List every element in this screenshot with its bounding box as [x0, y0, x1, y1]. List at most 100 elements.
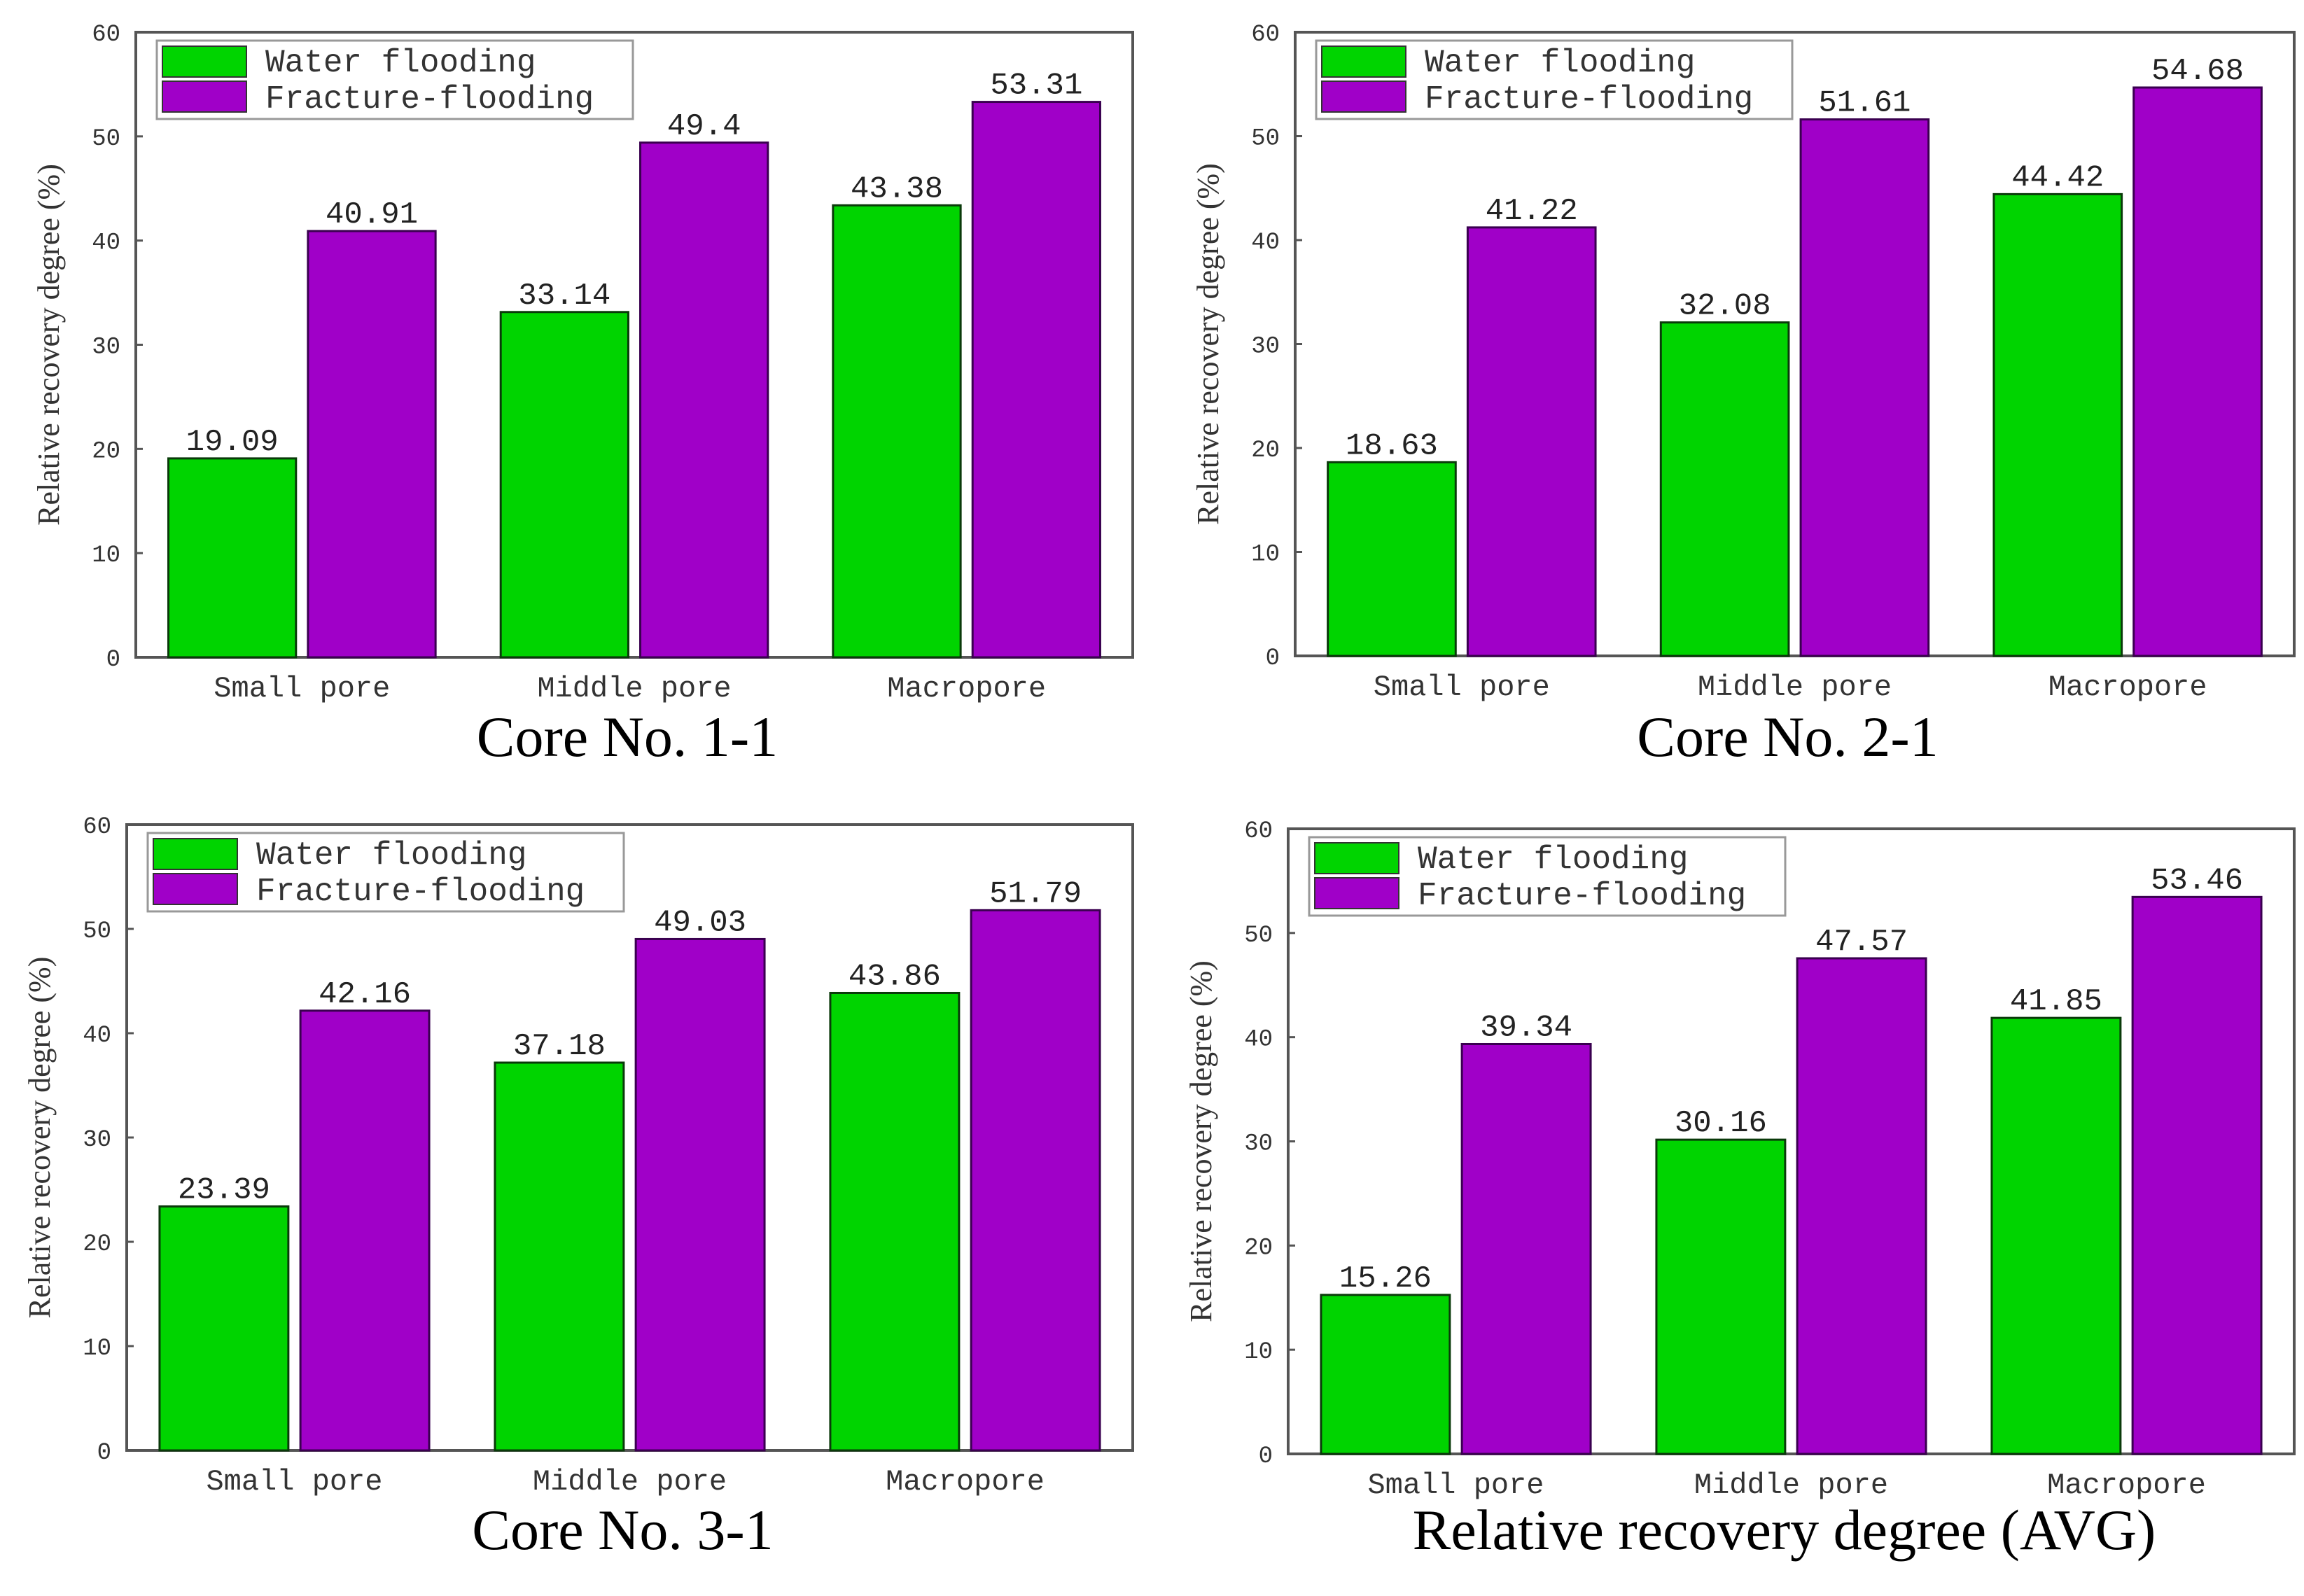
fracture-flooding-bar — [639, 141, 769, 659]
legend-label: Water flooding — [256, 837, 526, 874]
y-tick-label: 50 — [1244, 923, 1273, 949]
water-flooding-bar — [499, 311, 629, 659]
fracture-flooding-bar — [299, 1009, 431, 1452]
y-tick-label: 20 — [1244, 1235, 1273, 1261]
x-tick-label: Small pore — [214, 672, 390, 706]
legend-swatch — [162, 80, 247, 113]
y-axis-label: Relative recovery degree (%) — [22, 957, 57, 1319]
chart-title: Core No. 3-1 — [472, 1498, 773, 1562]
y-tick-label: 30 — [1244, 1131, 1273, 1158]
data-label: 47.57 — [1815, 925, 1908, 960]
legend-swatch — [1321, 46, 1406, 78]
water-flooding-bar — [1992, 192, 2123, 657]
plot-area — [125, 823, 1134, 1452]
y-axis-label: Relative recovery degree (%) — [32, 164, 66, 526]
y-tick-label: 30 — [92, 335, 120, 361]
data-label: 51.61 — [1818, 86, 1911, 121]
fracture-flooding-bar — [1796, 957, 1927, 1455]
fracture-flooding-bar — [1460, 1042, 1592, 1455]
y-tick-label: 0 — [106, 647, 120, 673]
plot-area — [1287, 827, 2296, 1455]
data-label: 37.18 — [513, 1029, 606, 1064]
data-label: 32.08 — [1679, 289, 1771, 324]
water-flooding-bar — [494, 1061, 625, 1452]
legend-label: Fracture-flooding — [1425, 81, 1753, 118]
y-tick-label: 40 — [1251, 230, 1280, 256]
water-flooding-bar — [1659, 321, 1790, 657]
plot-area — [134, 31, 1134, 659]
legend-label: Water flooding — [1425, 45, 1695, 81]
water-flooding-bar — [158, 1205, 290, 1452]
data-label: 44.42 — [2011, 160, 2104, 195]
y-tick-label: 20 — [83, 1231, 111, 1258]
water-flooding-bar — [832, 204, 962, 659]
water-flooding-bar — [829, 991, 961, 1452]
fracture-flooding-bar — [2132, 86, 2263, 657]
y-tick-label: 30 — [83, 1127, 111, 1154]
data-label: 43.38 — [851, 172, 943, 206]
chart-panel-4: 0 10 20 30 40 50 60 Relative recovery degree (%… — [1184, 818, 2296, 1562]
x-tick-label: Macropore — [2048, 671, 2207, 704]
data-label: 43.86 — [849, 959, 941, 994]
legend-swatch — [153, 838, 238, 870]
data-label: 53.31 — [990, 69, 1082, 104]
legend-label: Fracture-flooding — [1418, 878, 1746, 914]
chart-title: Core No. 1-1 — [477, 705, 778, 769]
y-tick-label: 40 — [83, 1023, 111, 1049]
y-axis-label: Relative recovery degree (%) — [1191, 163, 1225, 525]
y-tick-label: 0 — [97, 1440, 111, 1466]
x-tick-label: Macropore — [887, 672, 1046, 706]
data-label: 49.03 — [654, 905, 746, 940]
data-label: 15.26 — [1339, 1261, 1432, 1296]
plot-area — [1294, 31, 2296, 657]
water-flooding-bar — [167, 457, 298, 659]
x-tick-label: Macropore — [2047, 1469, 2206, 1502]
legend-swatch — [162, 46, 247, 78]
y-tick-label: 50 — [92, 126, 120, 153]
water-flooding-bar — [1655, 1138, 1787, 1455]
fracture-flooding-bar — [971, 101, 1101, 659]
legend-swatch — [153, 873, 238, 905]
data-label: 41.22 — [1486, 194, 1578, 229]
legend-label: Water flooding — [1418, 841, 1688, 878]
x-tick-label: Middle pore — [533, 1465, 727, 1499]
legend-swatch — [1321, 80, 1406, 113]
x-tick-label: Small pore — [206, 1465, 382, 1499]
fracture-flooding-bar — [1799, 118, 1930, 657]
data-label: 19.09 — [186, 425, 279, 460]
y-tick-label: 50 — [1251, 126, 1280, 153]
data-label: 30.16 — [1675, 1106, 1767, 1141]
x-tick-label: Small pore — [1374, 671, 1550, 704]
y-tick-label: 20 — [1251, 438, 1280, 464]
y-tick-label: 60 — [1251, 22, 1280, 48]
data-label: 54.68 — [2151, 54, 2244, 89]
y-tick-label: 60 — [92, 22, 120, 48]
chart-panel-3: 0 10 20 30 40 50 60 Relative recovery degree (%… — [22, 814, 1134, 1562]
y-tick-label: 40 — [92, 230, 120, 257]
y-tick-label: 30 — [1251, 334, 1280, 360]
x-tick-label: Small pore — [1367, 1469, 1544, 1502]
y-tick-label: 60 — [83, 814, 111, 841]
y-tick-label: 40 — [1244, 1027, 1273, 1054]
data-label: 33.14 — [518, 279, 610, 314]
water-flooding-bar — [1990, 1016, 2122, 1455]
legend-swatch — [1314, 877, 1399, 909]
water-flooding-bar — [1327, 461, 1457, 657]
fracture-flooding-bar — [1466, 226, 1597, 657]
data-label: 18.63 — [1346, 428, 1438, 463]
data-label: 23.39 — [178, 1172, 270, 1208]
legend-swatch — [1314, 842, 1399, 874]
x-tick-label: Middle pore — [537, 672, 731, 706]
data-label: 42.16 — [319, 977, 411, 1012]
data-label: 49.4 — [667, 109, 741, 144]
chart-panel-1: 0 10 20 30 40 50 60 Relative recovery degree (%… — [32, 22, 1134, 769]
y-tick-label: 10 — [83, 1336, 111, 1362]
chart-panel-2: 0 10 20 30 40 50 60 Relative recovery degree (%… — [1191, 22, 2296, 769]
fracture-flooding-bar — [307, 230, 437, 659]
data-label: 51.79 — [989, 876, 1082, 911]
x-tick-label: Middle pore — [1698, 671, 1892, 704]
legend-label: Fracture-flooding — [265, 81, 594, 118]
data-label: 39.34 — [1480, 1010, 1572, 1045]
fracture-flooding-bar — [634, 937, 766, 1452]
